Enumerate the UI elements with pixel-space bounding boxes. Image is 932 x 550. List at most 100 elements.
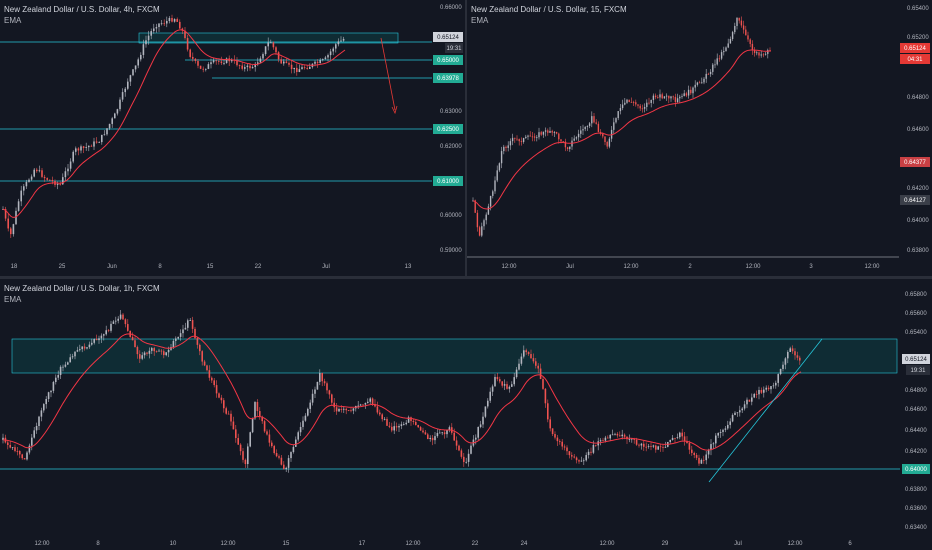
trendline-1h[interactable] bbox=[708, 338, 823, 483]
candles-15m bbox=[472, 16, 771, 238]
candle-body bbox=[244, 459, 247, 465]
chart-15m-title: New Zealand Dollar / U.S. Dollar, 15, FX… bbox=[471, 5, 627, 14]
candle-body bbox=[186, 38, 189, 50]
candle-body bbox=[672, 96, 674, 98]
candle-body bbox=[736, 17, 738, 26]
candle-body bbox=[412, 421, 415, 422]
chart-4h-canvas[interactable]: 0.66000 0.62000 0.60000 0.59000 0.63000 18 25 J… bbox=[0, 0, 465, 276]
level-tag-4h-3-bg bbox=[433, 176, 463, 186]
candle-body bbox=[431, 437, 434, 441]
candle-body bbox=[376, 406, 379, 413]
time-tick-15m: 12:00 bbox=[623, 264, 639, 270]
candle-body bbox=[232, 421, 235, 430]
price-tick-1h: 0.65800 bbox=[905, 292, 927, 298]
candle-body bbox=[407, 417, 410, 423]
candle-body bbox=[257, 62, 259, 64]
candle-body bbox=[525, 136, 527, 139]
candle-body bbox=[166, 21, 168, 24]
candle-body bbox=[106, 128, 108, 135]
candle-body bbox=[140, 54, 142, 60]
time-tick-1h: 6 bbox=[848, 541, 852, 547]
candle-body bbox=[115, 320, 117, 322]
candle-body bbox=[247, 446, 249, 465]
candle-body bbox=[147, 35, 150, 41]
candle-body bbox=[158, 350, 160, 352]
candle-body bbox=[745, 29, 747, 36]
candle-body bbox=[142, 44, 145, 55]
chart-1h-canvas[interactable]: 0.65800 0.65600 0.65400 0.64800 0.64600 0.644… bbox=[0, 279, 932, 550]
candle-body bbox=[357, 405, 359, 407]
chart-15m-canvas[interactable]: 0.65400 0.65200 0.64800 0.64600 0.64200 0.640… bbox=[467, 0, 932, 276]
candle-body bbox=[703, 78, 705, 83]
candle-body bbox=[25, 181, 28, 187]
chart-panel-1h[interactable]: 0.65800 0.65600 0.65400 0.64800 0.64600 0.644… bbox=[0, 279, 932, 550]
candle-body bbox=[779, 368, 782, 375]
price-tick-15m: 0.64000 bbox=[907, 218, 929, 224]
candle-body bbox=[789, 348, 791, 352]
candle-body bbox=[767, 387, 770, 390]
candle-body bbox=[367, 401, 369, 403]
candle-body bbox=[4, 209, 7, 219]
candle-body bbox=[150, 31, 152, 36]
candle-body bbox=[679, 96, 681, 99]
price-axis-4h[interactable]: 0.66000 0.62000 0.60000 0.59000 0.63000 18 25 J… bbox=[11, 5, 463, 270]
candle-body bbox=[179, 333, 182, 337]
candle-body bbox=[506, 384, 508, 389]
candle-body bbox=[562, 141, 564, 143]
candle-body bbox=[564, 141, 567, 148]
chart-panel-4h[interactable]: 0.66000 0.62000 0.60000 0.59000 0.63000 18 25 J… bbox=[0, 0, 465, 276]
candle-body bbox=[487, 206, 490, 215]
candle-body bbox=[628, 99, 630, 102]
candle-body bbox=[561, 441, 563, 447]
candle-body bbox=[246, 65, 249, 68]
candle-body bbox=[709, 71, 712, 75]
candle-body bbox=[338, 408, 340, 412]
last-price-tag-15m: 0.65124 bbox=[900, 43, 930, 53]
candle-body bbox=[597, 123, 600, 132]
candle-body bbox=[529, 135, 531, 137]
candle-body bbox=[621, 104, 624, 109]
candle-body bbox=[683, 436, 686, 441]
candle-body bbox=[681, 96, 683, 97]
candle-body bbox=[395, 426, 398, 428]
last-price-tag-4h-bg bbox=[433, 32, 463, 42]
chart-panel-15m[interactable]: 0.65400 0.65200 0.64800 0.64600 0.64200 0.640… bbox=[467, 0, 932, 276]
candle-body bbox=[237, 438, 239, 445]
candle-body bbox=[201, 351, 203, 362]
candle-body bbox=[674, 96, 677, 103]
candle-body bbox=[290, 64, 293, 70]
candle-body bbox=[583, 460, 585, 462]
candle-body bbox=[141, 355, 143, 359]
price-axis-15m[interactable]: 0.65400 0.65200 0.64800 0.64600 0.64200 0.640… bbox=[501, 6, 929, 270]
candle-body bbox=[311, 393, 314, 403]
pane-divider-vertical[interactable] bbox=[465, 0, 467, 276]
candle-body bbox=[71, 356, 74, 358]
marker-tag-15m-0: 0.64377 bbox=[900, 157, 930, 167]
time-tick-15m: 12:00 bbox=[501, 264, 517, 270]
time-tick-1h: 12:00 bbox=[34, 541, 50, 547]
candle-body bbox=[424, 432, 427, 435]
candle-body bbox=[302, 420, 304, 427]
candle-body bbox=[707, 73, 710, 75]
candle-body bbox=[64, 171, 67, 178]
candle-body bbox=[177, 336, 179, 339]
candle-body bbox=[14, 447, 16, 452]
candle-body bbox=[637, 104, 639, 106]
candle-body bbox=[108, 123, 111, 129]
candle-body bbox=[369, 398, 371, 402]
candle-body bbox=[283, 464, 285, 470]
pane-divider-horizontal[interactable] bbox=[0, 276, 932, 279]
time-tick-4h: Jun bbox=[107, 264, 117, 270]
supply-zone-1h[interactable] bbox=[11, 338, 898, 374]
projection-arrow-4h[interactable] bbox=[380, 37, 396, 111]
candle-body bbox=[501, 381, 503, 386]
candle-body bbox=[278, 456, 280, 458]
candle-body bbox=[555, 132, 558, 134]
candle-body bbox=[220, 61, 223, 64]
price-axis-1h[interactable]: 0.65800 0.65600 0.65400 0.64800 0.64600 0.644… bbox=[34, 292, 927, 547]
candle-body bbox=[619, 435, 621, 437]
candle-body bbox=[547, 403, 549, 420]
candle-body bbox=[379, 412, 381, 415]
level-tag-4h-1-text: 0.63978 bbox=[437, 76, 459, 82]
candle-body bbox=[669, 439, 671, 442]
